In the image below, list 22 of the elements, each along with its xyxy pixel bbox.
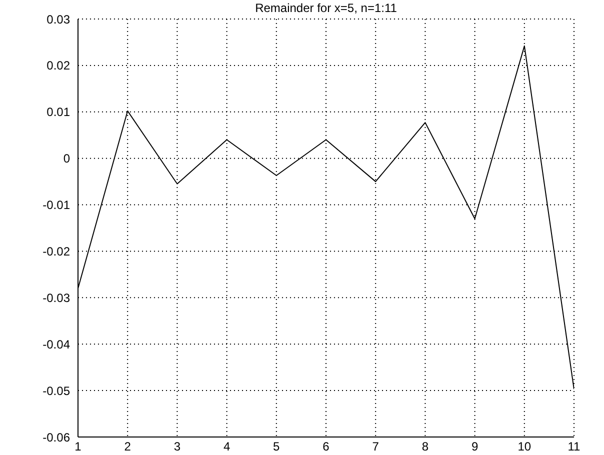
x-tick-label: 11 xyxy=(568,440,581,454)
y-tick-label: 0.03 xyxy=(46,12,70,26)
y-tick-label: -0.03 xyxy=(42,290,70,305)
x-tick-label: 10 xyxy=(518,440,532,454)
x-tick-label: 9 xyxy=(471,440,478,454)
y-tick-label: -0.06 xyxy=(42,430,70,444)
x-tick-label: 5 xyxy=(273,440,280,454)
y-tick-label: 0 xyxy=(63,152,70,166)
y-tick-label: -0.02 xyxy=(42,244,70,258)
y-tick-label: -0.01 xyxy=(42,198,70,212)
x-tick-label: 6 xyxy=(322,440,330,454)
y-tick-label: -0.04 xyxy=(42,337,70,352)
x-tick-label: 1 xyxy=(74,440,82,454)
x-tick-label: 8 xyxy=(422,440,429,454)
x-tick-label: 3 xyxy=(174,440,181,454)
y-tick-label: 0.01 xyxy=(46,105,70,120)
x-tick-label: 4 xyxy=(223,440,230,454)
y-tick-label: -0.05 xyxy=(42,384,70,398)
chart-title: Remainder for x=5, n=1:11 xyxy=(254,1,398,15)
y-tick-label: 0.02 xyxy=(46,58,70,73)
x-tick-label: 2 xyxy=(124,440,132,454)
x-tick-label: 7 xyxy=(372,440,380,454)
